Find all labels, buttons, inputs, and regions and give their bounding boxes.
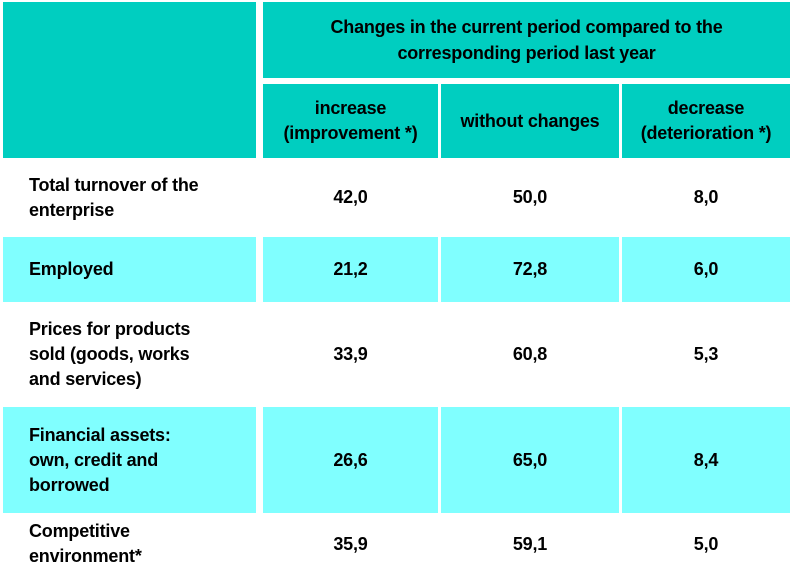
table-cell: 21,2 (263, 237, 438, 302)
table-cell: 5,3 (693, 344, 719, 364)
table-cell: 5,0 (693, 533, 719, 554)
table-title: Changes in the current period compared t… (263, 2, 790, 78)
table-cell: 50,0 (512, 187, 548, 207)
corner-cell (3, 2, 256, 158)
column-header-decrease: decrease (deterioration *) (622, 84, 790, 158)
row-label-prices: Prices for products sold (goods, works a… (29, 319, 191, 389)
table-cell: 8,0 (693, 187, 719, 207)
table-cell: 42,0 (333, 187, 368, 207)
column-header-without-changes: without changes (441, 84, 619, 158)
table-cell: 6,0 (622, 237, 790, 302)
table-cell: 8,4 (622, 407, 790, 513)
table-cell: 72,8 (441, 237, 619, 302)
row-label-financial-assets: Financial assets: own, credit and borrow… (3, 407, 256, 513)
table-cell: 60,8 (512, 344, 548, 364)
column-header-increase: increase (improvement *) (263, 84, 438, 158)
table-cell: 59,1 (512, 533, 548, 554)
table-cell: 26,6 (263, 407, 438, 513)
row-label-total-turnover: Total turnover of the enterprise (29, 174, 199, 220)
row-label-competitive-environment: Competitive environment* (29, 521, 142, 566)
table-cell: 35,9 (333, 533, 368, 554)
table-cell: 65,0 (441, 407, 619, 513)
row-label-employed: Employed (3, 237, 256, 302)
table-cell: 33,9 (333, 344, 368, 364)
